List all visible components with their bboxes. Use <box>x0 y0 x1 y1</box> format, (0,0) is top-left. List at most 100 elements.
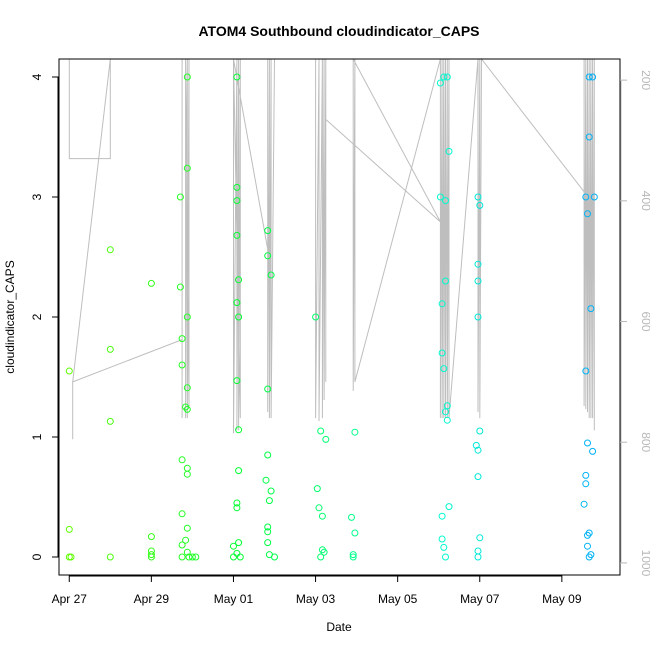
data-point <box>106 345 114 353</box>
data-point <box>582 193 590 201</box>
data-point <box>474 277 482 285</box>
data-point <box>264 528 272 536</box>
data-point <box>183 73 191 81</box>
data-point <box>67 553 75 561</box>
data-point <box>264 539 272 547</box>
data-point <box>585 553 593 561</box>
data-point <box>106 553 114 561</box>
data-point <box>264 385 272 393</box>
data-point <box>445 503 453 511</box>
x-tick-label: Apr 29 <box>134 592 170 606</box>
data-point <box>445 147 453 155</box>
data-point <box>264 252 272 260</box>
data-point <box>185 553 193 561</box>
data-point <box>440 73 448 81</box>
data-point <box>264 451 272 459</box>
data-point <box>312 313 320 321</box>
data-point <box>442 277 449 285</box>
data-point <box>235 467 243 475</box>
data-point <box>230 553 237 561</box>
data-point <box>233 197 241 205</box>
data-point <box>183 524 191 532</box>
data-point <box>178 456 186 464</box>
data-point <box>147 279 155 287</box>
y-tick-label: 3 <box>30 193 44 200</box>
data-point <box>271 553 278 561</box>
data-point <box>348 513 355 521</box>
x-tick-label: May 07 <box>460 592 500 606</box>
x-tick-label: May 03 <box>296 592 336 606</box>
data-point <box>582 471 590 479</box>
data-point <box>230 542 237 550</box>
data-point <box>235 426 243 434</box>
data-point <box>183 384 191 392</box>
data-point <box>183 164 191 172</box>
data-point <box>176 283 184 291</box>
x-axis-label: Date <box>326 620 352 634</box>
data-point <box>589 73 597 81</box>
data-point <box>585 73 593 81</box>
data-point <box>472 441 480 449</box>
data-point <box>322 435 330 443</box>
data-point <box>267 271 275 279</box>
data-point <box>106 417 114 425</box>
y-right-tick-label: 600 <box>639 312 650 332</box>
y-tick-label: 1 <box>30 433 44 440</box>
data-point <box>440 365 448 373</box>
data-point <box>317 427 325 435</box>
y-right-tick-label: 200 <box>639 70 650 90</box>
y-right-tick-label: 800 <box>639 432 650 452</box>
data-point <box>233 377 241 385</box>
data-point <box>476 201 484 209</box>
data-point <box>436 79 444 87</box>
x-axis: Apr 27 Apr 29 May 01 May 03 May 05 May 07 May … <box>52 575 582 606</box>
y-axis-right: 200 400 600 800 1000 <box>620 70 650 577</box>
data-point <box>584 531 591 539</box>
data-point <box>436 193 444 201</box>
data-point <box>443 416 451 424</box>
data-point <box>590 193 598 201</box>
data-point <box>585 133 593 141</box>
x-tick-label: May 05 <box>378 592 418 606</box>
data-point <box>349 551 357 559</box>
data-point <box>262 476 270 484</box>
data-point <box>233 504 241 512</box>
data-point <box>474 446 482 454</box>
data-point <box>589 447 597 455</box>
y-tick-label: 0 <box>30 553 44 560</box>
data-point <box>442 197 449 205</box>
y-tick-label: 4 <box>30 73 44 80</box>
data-point <box>351 529 359 537</box>
data-point <box>313 485 321 493</box>
data-point <box>584 210 591 218</box>
data-point <box>183 405 191 413</box>
data-point <box>178 335 186 343</box>
data-point <box>474 553 482 561</box>
data-point <box>235 276 243 284</box>
data-point <box>147 553 155 561</box>
data-point <box>438 349 446 357</box>
data-point <box>65 367 73 375</box>
y-right-tick-label: 1000 <box>639 550 650 577</box>
data-point <box>580 500 588 508</box>
data-point <box>233 183 241 191</box>
data-point <box>587 305 595 313</box>
data-point <box>438 512 446 520</box>
data-point <box>233 299 241 307</box>
data-point <box>233 231 241 239</box>
data-point <box>474 193 482 201</box>
data-point <box>265 497 273 505</box>
data-point <box>235 313 243 321</box>
data-point <box>442 408 449 416</box>
data-point <box>192 553 200 561</box>
data-point <box>474 473 482 481</box>
y-axis: 0 1 2 3 4 <box>30 73 59 560</box>
data-point <box>264 523 272 531</box>
data-point <box>233 499 241 507</box>
data-point <box>582 367 590 375</box>
data-point <box>320 548 328 556</box>
data-point <box>183 548 191 556</box>
data-point <box>188 553 196 561</box>
data-point <box>315 504 323 512</box>
